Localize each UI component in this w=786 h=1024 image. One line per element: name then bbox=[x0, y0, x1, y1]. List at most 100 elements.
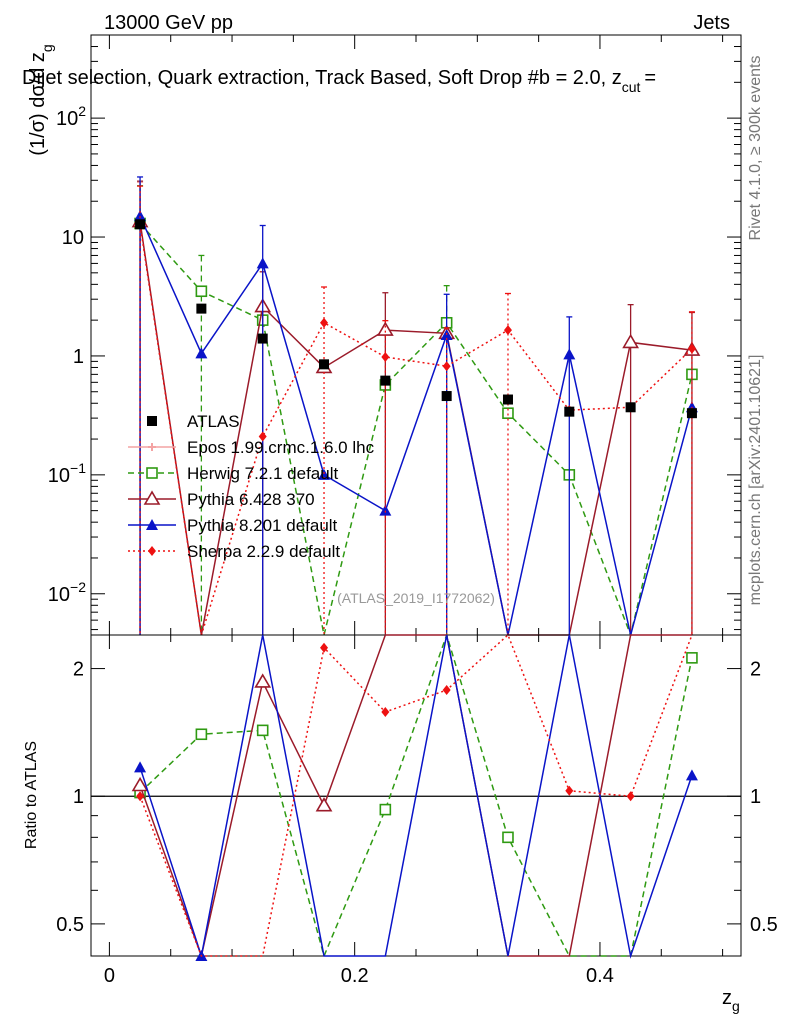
data-point-sherpa-2-2-9-default bbox=[442, 685, 451, 696]
legend-swatch-marker bbox=[148, 443, 156, 451]
x-axis-label-main: z bbox=[722, 987, 732, 1009]
series-sherpa-2-2-9-default bbox=[136, 185, 696, 636]
series-line-herwig-7-2-1-default bbox=[139, 632, 693, 959]
data-point-pythia-8-201-default bbox=[318, 468, 331, 480]
legend-swatch-marker bbox=[146, 467, 158, 479]
series-sherpa-2-2-9-default bbox=[136, 633, 693, 957]
data-point-atlas bbox=[502, 394, 513, 405]
data-point-pythia-8-201-default bbox=[685, 769, 698, 781]
category-label: Jets bbox=[693, 12, 730, 34]
legend-label: Pythia 8.201 default bbox=[187, 516, 338, 535]
legend-item-herwig-7-2-1-default: Herwig 7.2.1 default bbox=[128, 464, 338, 483]
data-point-pythia-6-428-370 bbox=[622, 333, 640, 349]
tick-base: 10 bbox=[62, 227, 84, 249]
data-point-atlas bbox=[135, 219, 146, 230]
legend-label: Sherpa 2.2.9 default bbox=[187, 542, 340, 561]
data-point-sherpa-2-2-9-default bbox=[381, 706, 390, 717]
tick-exponent: −2 bbox=[70, 579, 86, 595]
legend-item-sherpa-2-2-9-default: Sherpa 2.2.9 default bbox=[128, 542, 340, 561]
main-y-tick-label: 10−1 bbox=[48, 460, 86, 487]
ratio-y-tick-label-left: 1 bbox=[73, 786, 84, 808]
series-pythia-8-201-default bbox=[134, 176, 698, 636]
data-point-pythia-8-201-default bbox=[195, 347, 208, 359]
data-point-sherpa-2-2-9-default bbox=[258, 431, 267, 442]
data-point-atlas bbox=[686, 408, 697, 419]
data-point-atlas bbox=[257, 333, 268, 344]
data-point-sherpa-2-2-9-default bbox=[320, 317, 329, 328]
legend-swatch-marker bbox=[148, 546, 156, 556]
tick-base: 10 bbox=[56, 108, 78, 130]
data-point-pythia-6-428-370 bbox=[315, 797, 333, 812]
energy-label: 13000 GeV pp bbox=[104, 12, 233, 34]
data-point-pythia-8-201-default bbox=[134, 210, 147, 222]
ratio-y-tick-label-right: 2 bbox=[750, 659, 761, 681]
data-point-atlas bbox=[319, 359, 330, 370]
data-point-sherpa-2-2-9-default bbox=[565, 785, 574, 796]
series-line-pythia-8-201-default bbox=[139, 215, 693, 636]
ratio-panel: 0.5 0.5 1 1 2 2 0 0.2 0.4 Ratio to ATLAS zg bbox=[23, 632, 778, 1014]
data-point-herwig-7-2-1-default bbox=[256, 724, 269, 737]
data-point-atlas bbox=[564, 406, 575, 417]
series-line-pythia-6-428-370 bbox=[139, 221, 693, 636]
tick-exponent: −1 bbox=[70, 460, 86, 476]
tick-base: 10 bbox=[48, 584, 70, 606]
data-point-herwig-7-2-1-default bbox=[195, 728, 208, 741]
data-point-atlas bbox=[625, 402, 636, 413]
legend-item-epos-1-99-crmc-1-6-0-lhc: Epos 1.99.crmc.1.6.0 lhc bbox=[128, 438, 375, 457]
x-tick-label: 0.2 bbox=[341, 965, 369, 987]
tick-base: 1 bbox=[73, 346, 84, 368]
series-line-herwig-7-2-1-default bbox=[139, 222, 693, 638]
plot-title-main: Dijet selection, Quark extraction, Track… bbox=[22, 67, 622, 89]
data-point-atlas bbox=[441, 391, 452, 402]
data-point-herwig-7-2-1-default bbox=[195, 285, 208, 298]
main-y-tick-label: 102 bbox=[56, 103, 86, 130]
main-series bbox=[131, 176, 701, 638]
x-axis-label-sub: g bbox=[732, 998, 740, 1014]
tick-exponent: 2 bbox=[78, 103, 86, 119]
rivet-version-label: Rivet 4.1.0, ≥ 300k events bbox=[747, 56, 764, 241]
mcplots-label: mcplots.cern.ch [arXiv:2401.10621] bbox=[747, 355, 764, 606]
x-axis-label: zg bbox=[722, 987, 740, 1014]
data-point-sherpa-2-2-9-default bbox=[381, 351, 390, 362]
data-point-sherpa-2-2-9-default bbox=[320, 642, 329, 653]
data-point-herwig-7-2-1-default bbox=[686, 652, 698, 664]
data-point-sherpa-2-2-9-default bbox=[503, 325, 512, 336]
series-line-pythia-8-201-default bbox=[139, 634, 693, 959]
ratio-y-tick-label-right: 1 bbox=[750, 786, 761, 808]
data-point-pythia-6-428-370 bbox=[131, 776, 149, 792]
data-point-pythia-8-201-default bbox=[563, 348, 576, 360]
ratio-y-tick-label-left: 0.5 bbox=[56, 914, 84, 936]
ratio-y-axis-label: Ratio to ATLAS bbox=[23, 741, 40, 849]
data-point-pythia-8-201-default bbox=[379, 504, 392, 516]
main-y-tick-label: 1 bbox=[73, 346, 84, 368]
tick-base: 10 bbox=[48, 465, 70, 487]
data-point-herwig-7-2-1-default bbox=[502, 831, 514, 844]
main-y-tick-label: 10−2 bbox=[48, 579, 86, 606]
series-herwig-7-2-1-default bbox=[134, 185, 698, 638]
data-point-pythia-6-428-370 bbox=[254, 673, 272, 688]
series-pythia-6-428-370 bbox=[131, 634, 692, 959]
legend-swatch-marker bbox=[146, 519, 158, 530]
data-point-pythia-8-201-default bbox=[134, 761, 147, 773]
legend-item-pythia-6-428-370: Pythia 6.428 370 bbox=[128, 490, 315, 509]
data-point-herwig-7-2-1-default bbox=[502, 407, 514, 419]
ratio-series bbox=[131, 632, 698, 961]
data-point-sherpa-2-2-9-default bbox=[442, 361, 451, 372]
ratio-y-tick-label-right: 0.5 bbox=[750, 914, 778, 936]
data-point-sherpa-2-2-9-default bbox=[136, 791, 145, 802]
data-point-herwig-7-2-1-default bbox=[379, 803, 392, 816]
data-point-sherpa-2-2-9-default bbox=[687, 343, 696, 354]
ratio-ticks: 0.5 0.5 1 1 2 2 0 0.2 0.4 bbox=[56, 635, 778, 987]
x-tick-label: 0 bbox=[104, 965, 115, 987]
series-atlas bbox=[135, 219, 697, 419]
plot-title: Dijet selection, Quark extraction, Track… bbox=[22, 67, 656, 95]
main-y-axis-label-sub: g bbox=[39, 44, 55, 52]
x-tick-label: 0.4 bbox=[586, 965, 614, 987]
legend-label: Pythia 6.428 370 bbox=[187, 490, 315, 509]
legend: ATLAS Epos 1.99.crmc.1.6.0 lhc Herwig 7.2.… bbox=[128, 412, 375, 561]
legend-label: Herwig 7.2.1 default bbox=[187, 464, 338, 483]
legend-swatch-marker bbox=[147, 416, 157, 426]
series-pythia-8-201-default bbox=[134, 634, 698, 961]
